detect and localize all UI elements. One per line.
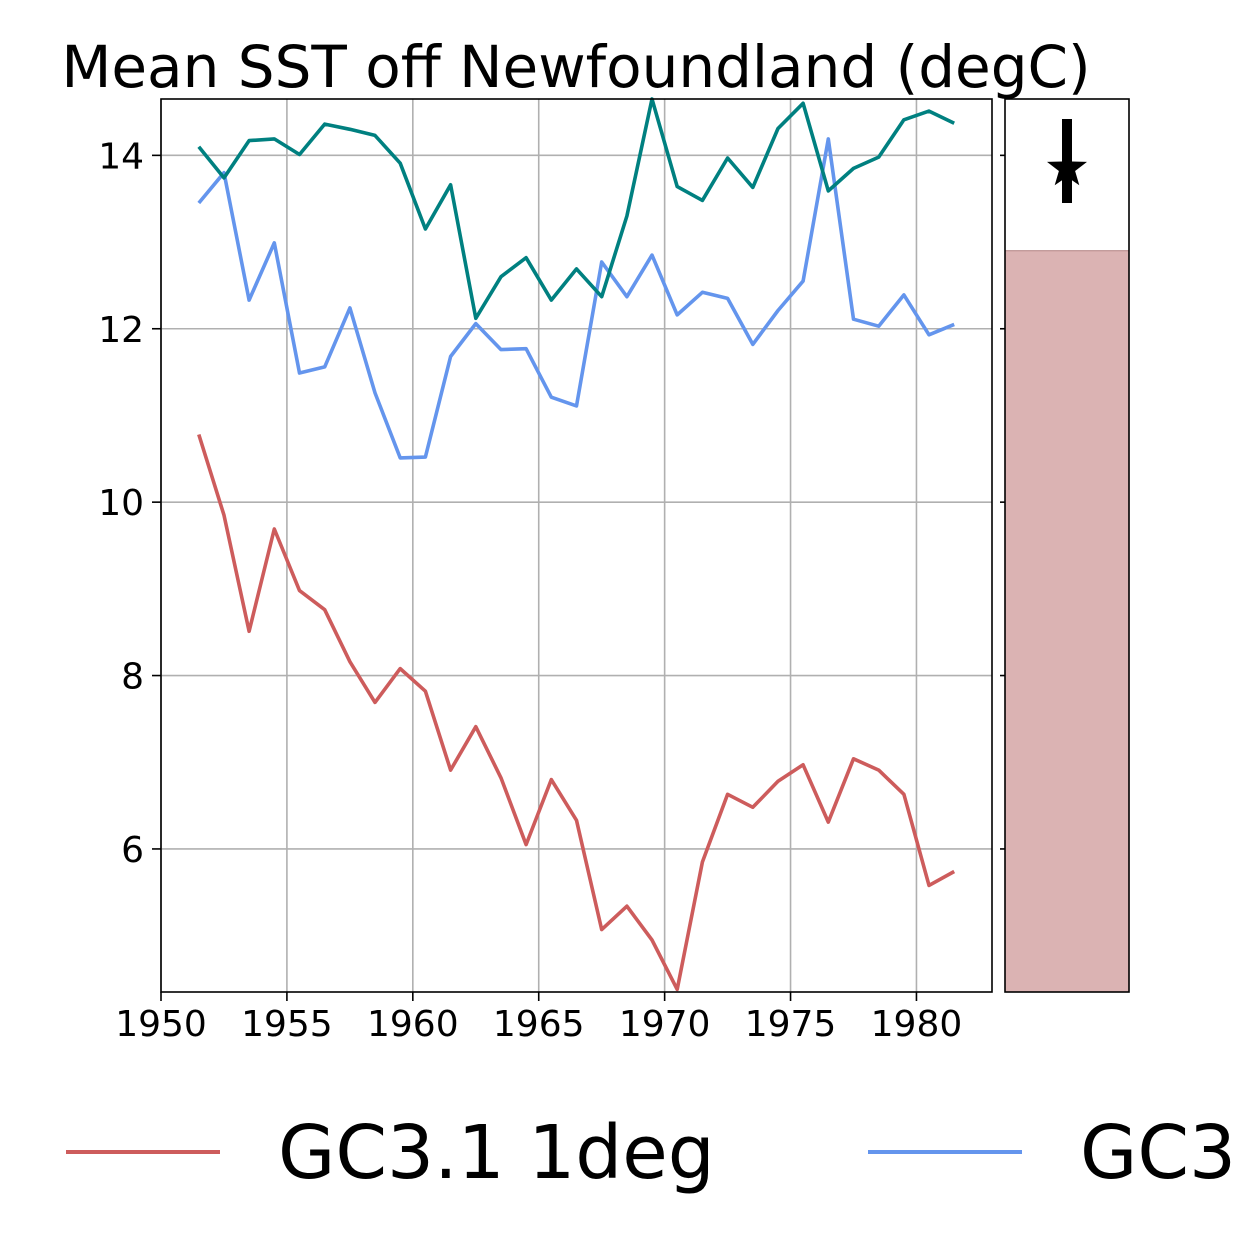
y-tick-label: 12 bbox=[98, 310, 144, 351]
y-tick-label: 8 bbox=[121, 657, 144, 698]
series-lines bbox=[197, 97, 956, 992]
y-tick-label: 14 bbox=[98, 136, 144, 177]
y-tick-label: 6 bbox=[121, 830, 144, 871]
legend-label-2: GC3 bbox=[1080, 1110, 1236, 1196]
legend: GC3.1 1deg GC3 bbox=[66, 1110, 1236, 1196]
chart-title: Mean SST off Newfoundland (degC) bbox=[61, 33, 1090, 101]
star-marker bbox=[1047, 147, 1087, 186]
x-tick-label: 1975 bbox=[745, 1004, 837, 1045]
series-line-2 bbox=[197, 137, 955, 460]
x-axis-tick-labels: 1950 1955 1960 1965 1970 1975 1980 bbox=[115, 1004, 962, 1045]
side-panel bbox=[1004, 118, 1130, 993]
x-tick-label: 1960 bbox=[367, 1004, 459, 1045]
y-tick-label: 10 bbox=[98, 483, 144, 524]
x-tick-label: 1970 bbox=[619, 1004, 711, 1045]
x-tick-label: 1980 bbox=[871, 1004, 963, 1045]
series-line-3 bbox=[197, 97, 955, 321]
axis-ticks bbox=[152, 154, 1005, 1001]
x-tick-label: 1965 bbox=[493, 1004, 585, 1045]
main-plot-frame bbox=[160, 98, 993, 993]
side-panel-frame bbox=[1004, 98, 1130, 993]
y-axis-tick-labels: 6 8 10 12 14 bbox=[98, 136, 144, 871]
side-bar bbox=[1004, 250, 1130, 993]
x-tick-label: 1950 bbox=[115, 1004, 207, 1045]
legend-label-1: GC3.1 1deg bbox=[278, 1110, 715, 1196]
series-line-1 bbox=[197, 433, 956, 992]
x-tick-label: 1955 bbox=[241, 1004, 333, 1045]
grid bbox=[160, 99, 992, 992]
